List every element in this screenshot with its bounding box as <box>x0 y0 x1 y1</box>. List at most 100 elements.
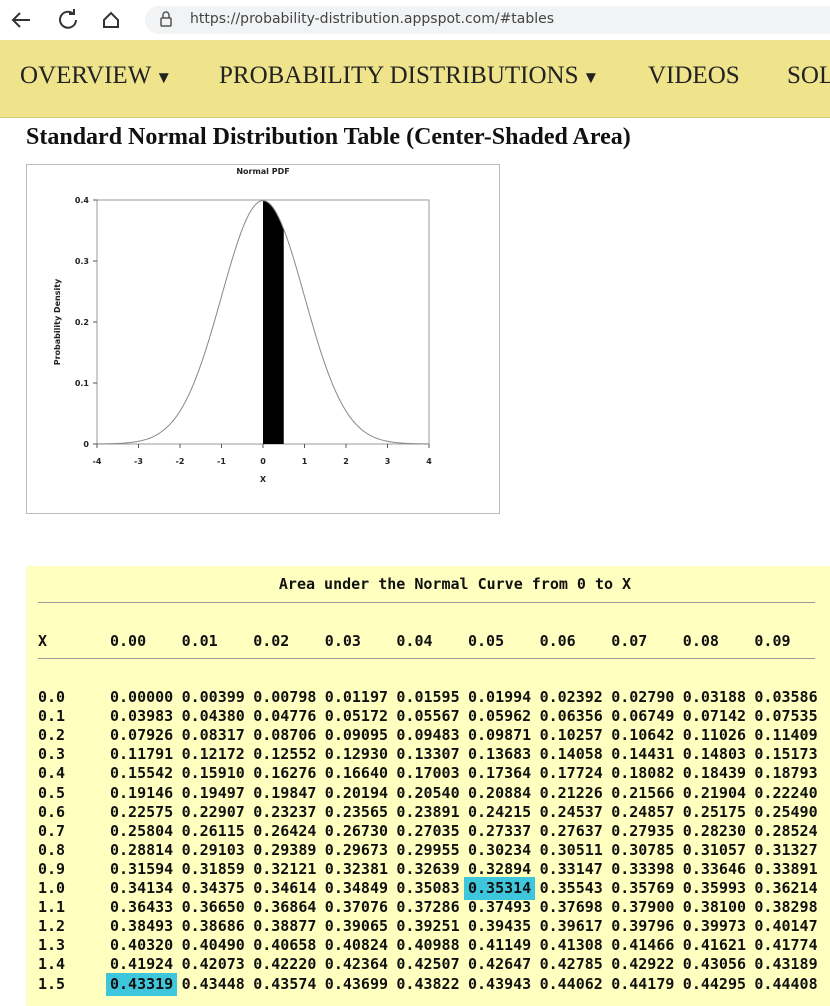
cell: 0.31859 <box>181 859 245 878</box>
cell: 0.43699 <box>324 974 389 993</box>
cell: 0.37698 <box>539 898 603 917</box>
highlighted-cell: 0.35314 <box>464 877 536 900</box>
row-label: 0.6 <box>38 802 66 821</box>
x-tick-label: -1 <box>217 457 226 466</box>
x-tick-label: -4 <box>93 457 102 466</box>
cell: 0.32639 <box>396 859 460 878</box>
cell: 0.08317 <box>181 726 245 745</box>
cell: 0.44295 <box>682 974 747 993</box>
row-label: 1.1 <box>38 898 66 917</box>
cell: 0.07535 <box>754 707 818 726</box>
cell: 0.27337 <box>468 821 532 840</box>
cell: 0.33147 <box>539 859 603 878</box>
cell: 0.01595 <box>396 688 460 706</box>
cell: 0.42220 <box>253 955 317 974</box>
cell: 0.09095 <box>324 726 389 745</box>
column-header: 0.05 <box>468 632 505 650</box>
cell: 0.22240 <box>754 783 818 802</box>
cell: 0.24857 <box>611 802 675 821</box>
cell: 0.36214 <box>754 879 818 897</box>
rule <box>38 658 815 659</box>
browser-icons <box>11 9 119 29</box>
cell: 0.40320 <box>110 936 174 955</box>
cell: 0.14058 <box>539 745 603 764</box>
y-tick-label: 0 <box>83 440 89 449</box>
cell: 0.35083 <box>396 879 460 897</box>
cell: 0.43056 <box>682 955 747 974</box>
cell: 0.43943 <box>468 974 532 993</box>
cell: 0.07142 <box>682 707 747 726</box>
cell: 0.03586 <box>754 688 818 706</box>
cell: 0.06356 <box>539 707 603 726</box>
cell: 0.40147 <box>754 917 818 936</box>
row-label: 1.5 <box>38 974 66 993</box>
heading: Standard Normal Distribution Table (Cent… <box>26 124 631 150</box>
nav-item[interactable]: VIDEOS <box>648 62 740 89</box>
address-bar[interactable] <box>145 6 830 34</box>
cell: 0.22907 <box>181 802 245 821</box>
nav-item[interactable]: OVERVIEW ▼ <box>20 62 173 89</box>
row-label: 1.2 <box>38 917 66 936</box>
cell: 0.29955 <box>396 840 460 859</box>
cell: 0.37900 <box>611 898 675 917</box>
cell: 0.28230 <box>682 821 747 840</box>
cell: 0.39251 <box>396 917 460 936</box>
table: Area under the Normal Curve from 0 to X X… <box>26 566 830 1006</box>
cell: 0.30234 <box>468 840 532 859</box>
cell: 0.41149 <box>468 936 532 955</box>
row-label: 0.5 <box>38 783 66 802</box>
cell: 0.41774 <box>754 936 818 955</box>
pdf-curve <box>96 200 430 445</box>
cell: 0.21566 <box>611 783 675 802</box>
cell: 0.26115 <box>181 821 245 840</box>
cell: 0.34134 <box>110 879 174 897</box>
cell: 0.10642 <box>611 726 675 745</box>
cell: 0.43822 <box>396 974 460 993</box>
cell: 0.11026 <box>682 726 747 745</box>
cell: 0.38686 <box>181 917 245 936</box>
cell: 0.33891 <box>754 859 818 878</box>
cell: 0.01994 <box>468 688 532 706</box>
cell: 0.05962 <box>468 707 532 726</box>
cell: 0.17724 <box>539 764 603 783</box>
cell: 0.29389 <box>253 840 317 859</box>
cell: 0.04380 <box>181 707 245 726</box>
column-header: 0.03 <box>324 632 361 650</box>
x-tick-label: 3 <box>385 457 391 466</box>
nav-item[interactable]: PROBABILITY DISTRIBUTIONS ▼ <box>219 62 600 89</box>
y-tick-label: 0.2 <box>75 318 89 327</box>
cell: 0.04776 <box>253 707 317 726</box>
cell: 0.41308 <box>539 936 603 955</box>
cell: 0.19146 <box>110 783 174 802</box>
cell: 0.23565 <box>324 802 389 821</box>
x-tick-label: 0 <box>260 457 266 466</box>
cell: 0.36650 <box>181 898 245 917</box>
cell: 0.21226 <box>539 783 603 802</box>
cell: 0.42364 <box>324 955 389 974</box>
cell: 0.38877 <box>253 917 317 936</box>
column-header: 0.08 <box>682 632 719 650</box>
row-label: 0.0 <box>38 688 66 706</box>
cell: 0.26730 <box>324 821 389 840</box>
cell: 0.23891 <box>396 802 460 821</box>
cell: 0.40824 <box>324 936 389 955</box>
cell: 0.34375 <box>181 879 245 897</box>
cell: 0.40490 <box>181 936 245 955</box>
cell: 0.13683 <box>468 745 532 764</box>
cell: 0.18082 <box>611 764 675 783</box>
cell: 0.12930 <box>324 745 389 764</box>
cell: 0.18793 <box>754 764 818 783</box>
column-header: 0.02 <box>253 632 290 650</box>
cell: 0.38100 <box>682 898 747 917</box>
cell: 0.16640 <box>324 764 389 783</box>
cell: 0.24537 <box>539 802 603 821</box>
dropdown-arrow: ▼ <box>155 68 173 87</box>
nav-item[interactable]: SOL <box>787 62 830 89</box>
cell: 0.25175 <box>682 802 747 821</box>
cell: 0.37493 <box>468 898 532 917</box>
cell: 0.35543 <box>539 879 603 897</box>
cell: 0.28524 <box>754 821 818 840</box>
cell: 0.39973 <box>682 917 747 936</box>
cell: 0.36864 <box>253 898 317 917</box>
